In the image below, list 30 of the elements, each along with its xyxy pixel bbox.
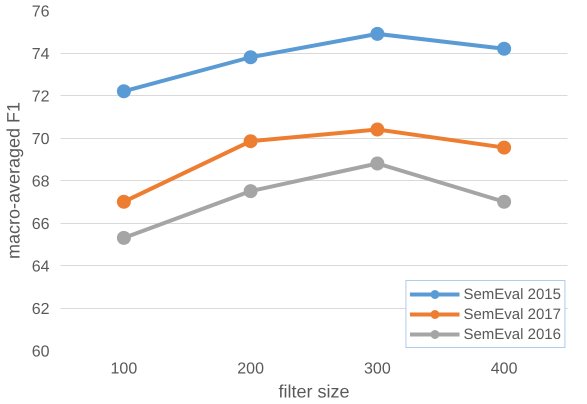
point xyxy=(370,122,384,136)
x-tick-label: 100 xyxy=(110,360,138,378)
point xyxy=(370,26,384,41)
y-tick-label: 64 xyxy=(32,258,50,276)
point xyxy=(116,84,131,98)
y-axis-title: macro-averaged F1 xyxy=(4,102,24,260)
point xyxy=(370,156,384,170)
y-tick-label: 62 xyxy=(32,301,50,318)
y-tick-label: 70 xyxy=(32,131,50,148)
point xyxy=(244,50,258,64)
x-tick-label: 200 xyxy=(237,360,264,378)
point xyxy=(116,230,131,245)
point xyxy=(244,134,258,148)
legend-label: SemEval 2016 xyxy=(463,326,561,342)
point xyxy=(497,140,512,155)
x-tick-label: 400 xyxy=(490,360,518,378)
x-axis-title: filter size xyxy=(278,382,350,402)
point xyxy=(244,184,258,198)
y-tick-label: 76 xyxy=(32,4,50,20)
legend-label: SemEval 2015 xyxy=(463,286,561,302)
y-tick-label: 60 xyxy=(32,344,50,360)
point xyxy=(497,194,512,209)
legend-label: SemEval 2017 xyxy=(463,306,561,322)
y-tick-label: 66 xyxy=(32,216,50,233)
point xyxy=(497,42,512,56)
x-tick-label: 300 xyxy=(364,360,391,378)
y-tick-label: 68 xyxy=(32,174,50,190)
y-tick-label: 74 xyxy=(32,46,50,63)
y-tick-label: 72 xyxy=(32,88,50,106)
point xyxy=(116,194,131,209)
